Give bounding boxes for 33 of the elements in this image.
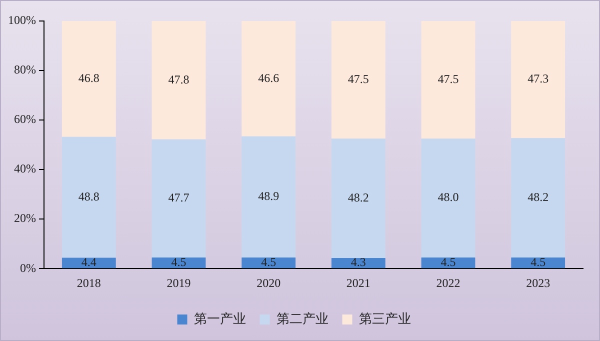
legend-label: 第一产业 — [194, 310, 246, 326]
x-tick-label: 2021 — [346, 276, 370, 290]
data-label: 4.5 — [261, 254, 276, 269]
x-tick-label: 2018 — [76, 276, 101, 290]
data-label: 47.8 — [168, 72, 190, 86]
data-label: 47.5 — [348, 72, 369, 86]
legend-label: 第二产业 — [276, 310, 328, 326]
y-tick-label: 20% — [14, 211, 36, 226]
data-label: 4.3 — [350, 255, 366, 270]
data-label: 47.3 — [528, 72, 549, 86]
y-tick-label: 60% — [14, 112, 36, 126]
data-label: 48.9 — [258, 189, 280, 204]
data-label: 48.0 — [438, 190, 459, 204]
data-label: 47.5 — [438, 72, 459, 86]
data-label: 48.2 — [528, 190, 549, 204]
data-label: 46.8 — [78, 71, 100, 86]
y-tick-label: 100% — [8, 13, 36, 28]
x-tick-label: 2020 — [256, 276, 281, 290]
data-label: 4.4 — [81, 255, 96, 270]
data-label: 4.5 — [440, 254, 456, 269]
data-label: 46.6 — [258, 70, 280, 85]
data-label: 4.5 — [171, 254, 186, 269]
x-tick-label: 2019 — [166, 276, 191, 290]
data-label: 48.2 — [348, 190, 369, 204]
y-tick-label: 40% — [14, 162, 36, 176]
data-label: 47.7 — [168, 190, 190, 205]
data-label: 4.5 — [530, 254, 546, 269]
y-tick-label: 80% — [14, 62, 36, 77]
x-tick-label: 2022 — [436, 276, 460, 290]
data-label: 48.8 — [78, 189, 100, 204]
legend-label: 第三产业 — [358, 310, 411, 326]
y-tick-label: 0% — [20, 260, 36, 275]
x-tick-label: 2023 — [526, 276, 550, 290]
